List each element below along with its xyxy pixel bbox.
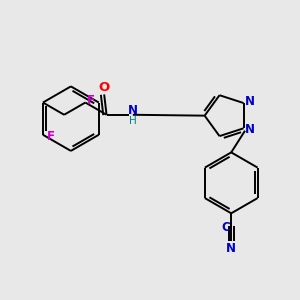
Text: N: N (226, 242, 236, 255)
Text: N: N (245, 95, 255, 108)
Text: N: N (128, 104, 138, 117)
Text: F: F (86, 94, 94, 106)
Text: H: H (129, 116, 137, 126)
Text: C: C (221, 221, 230, 234)
Text: N: N (245, 123, 255, 136)
Text: O: O (98, 81, 110, 94)
Text: F: F (47, 130, 55, 143)
